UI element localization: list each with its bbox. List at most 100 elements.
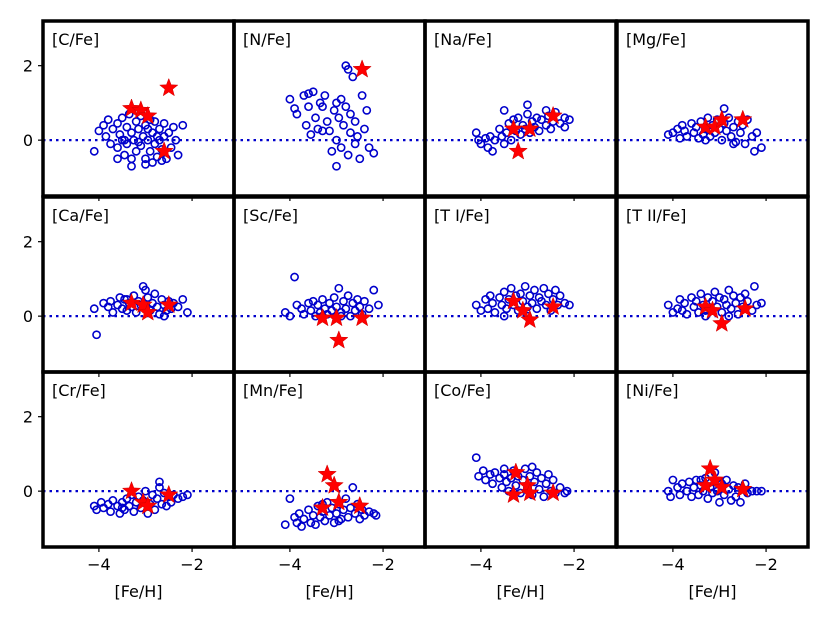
data-point-circle: [490, 308, 500, 317]
data-point-circle: [106, 296, 115, 306]
data-point-circle: [703, 113, 713, 123]
data-point-circle: [722, 126, 731, 136]
panel-mg-fe: [Mg/Fe]: [615, 19, 810, 201]
data-point-circle: [485, 291, 495, 301]
data-point-circle: [294, 509, 304, 518]
data-point-circle: [313, 300, 323, 310]
data-point-circle: [143, 124, 153, 134]
data-point-circle: [131, 146, 141, 156]
data-point-circle: [171, 135, 181, 145]
data-point-circle: [369, 148, 379, 158]
panel-title: [Mn/Fe]: [243, 381, 303, 400]
data-point-circle: [701, 135, 710, 145]
data-point-circle: [722, 475, 731, 485]
y-tick-label: 2: [23, 408, 33, 427]
data-point-circle: [134, 137, 143, 147]
data-point-circle: [131, 117, 141, 126]
data-point-circle: [708, 488, 717, 498]
data-point-circle: [117, 304, 127, 314]
data-point-star: [543, 296, 563, 316]
data-point-circle: [729, 139, 738, 149]
panel-title: [N/Fe]: [243, 30, 291, 49]
data-point-circle: [117, 503, 127, 513]
data-point-circle: [675, 133, 685, 143]
x-axis-label: [Fe/H]: [496, 582, 544, 601]
data-point-circle: [183, 490, 192, 500]
panel-cr-fe: [Cr/Fe]: [38, 370, 236, 552]
data-point-circle: [320, 516, 330, 526]
data-point-circle: [355, 302, 365, 312]
data-point-circle: [562, 486, 572, 496]
data-point-circle: [332, 509, 341, 518]
data-point-circle: [89, 146, 99, 156]
data-point-circle: [736, 128, 745, 138]
data-point-circle: [169, 122, 178, 132]
data-point-circle: [106, 139, 115, 149]
data-point-star: [329, 492, 349, 511]
data-point-star: [312, 497, 333, 517]
data-point-circle: [332, 161, 341, 171]
data-point-star: [503, 291, 524, 310]
data-point-circle: [178, 120, 188, 130]
panel-title: [Mg/Fe]: [626, 30, 686, 49]
data-point-circle: [339, 120, 348, 130]
panel-title: [Co/Fe]: [434, 381, 491, 400]
panel-co-fe: [Co/Fe]: [423, 370, 618, 552]
data-point-star: [712, 109, 732, 128]
panel-title: [T I/Fe]: [434, 206, 490, 225]
data-point-circle: [499, 105, 509, 115]
data-point-circle: [127, 154, 136, 164]
points: [663, 281, 766, 332]
panel-n-fe: [N/Fe]: [232, 19, 427, 201]
points: [280, 272, 383, 349]
data-point-circle: [346, 109, 355, 119]
data-point-circle: [476, 139, 486, 149]
data-point-circle: [313, 124, 323, 134]
data-point-circle: [280, 520, 290, 530]
data-point-star: [352, 307, 372, 327]
data-point-circle: [757, 486, 766, 496]
data-point-circle: [481, 475, 490, 485]
data-point-circle: [757, 298, 766, 308]
data-point-circle: [164, 128, 174, 138]
data-point-circle: [488, 479, 497, 489]
data-point-circle: [495, 124, 504, 134]
data-point-star: [513, 300, 533, 319]
data-point-circle: [143, 293, 153, 302]
y-tick-label: 0: [23, 131, 33, 150]
data-point-circle: [343, 512, 353, 522]
data-point-star: [326, 307, 347, 327]
data-point-circle: [490, 468, 500, 477]
data-point-circle: [364, 143, 374, 152]
data-point-circle: [750, 146, 759, 156]
points: [663, 104, 766, 156]
data-point-star: [324, 475, 344, 494]
data-point-circle: [150, 289, 160, 299]
panel-t-ii-fe: [T II/Fe]: [615, 195, 810, 377]
data-point-circle: [120, 135, 129, 145]
data-point-circle: [343, 65, 353, 74]
data-point-circle: [485, 469, 495, 479]
panel-title: [T II/Fe]: [626, 206, 686, 225]
data-point-circle: [99, 120, 108, 130]
data-point-circle: [343, 150, 353, 160]
data-point-circle: [127, 128, 136, 138]
data-point-star: [506, 462, 526, 481]
data-point-star: [700, 458, 720, 478]
data-point-circle: [364, 304, 374, 314]
data-point-circle: [497, 483, 507, 492]
data-point-circle: [663, 130, 673, 139]
data-point-circle: [691, 475, 701, 485]
data-point-star: [159, 294, 179, 314]
data-point-circle: [680, 298, 689, 308]
data-point-star: [712, 313, 732, 332]
data-point-circle: [502, 304, 511, 314]
data-point-circle: [152, 494, 162, 503]
data-point-star: [735, 298, 755, 317]
data-point-circle: [703, 494, 713, 503]
data-point-star: [733, 479, 753, 498]
data-point-circle: [565, 115, 574, 125]
data-point-circle: [560, 298, 570, 308]
data-point-circle: [350, 139, 360, 149]
data-point-star: [705, 469, 725, 489]
